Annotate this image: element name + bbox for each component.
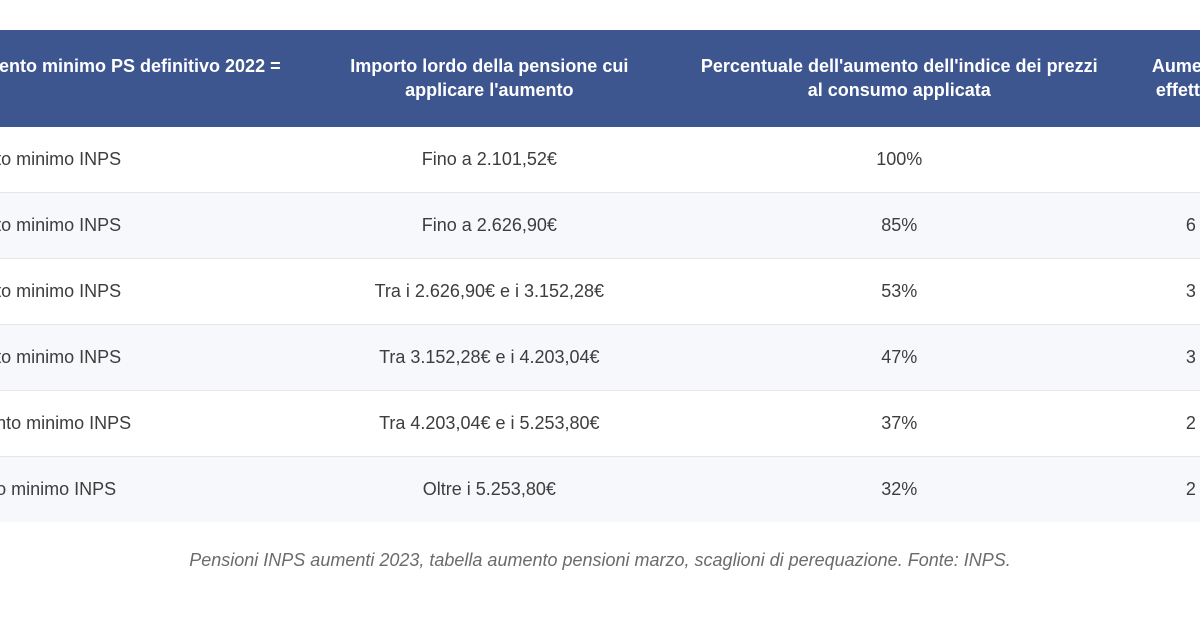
col-header-4: Aumento effettivo	[1122, 30, 1200, 127]
cell-trattamento: e 6 volte il trattamento minimo INPS	[0, 259, 302, 325]
cell-percentuale: 32%	[677, 457, 1122, 522]
cell-percentuale: 100%	[677, 127, 1122, 193]
table-header-row: trattamenti (trattamento minimo PS defin…	[0, 30, 1200, 127]
table-row: e 8 volte il trattamento minimo INPS Tra…	[0, 325, 1200, 391]
table-row: a 5 volte il trattamento minimo INPS Fin…	[0, 193, 1200, 259]
cell-percentuale: 47%	[677, 325, 1122, 391]
table-row: e 10 volte il trattamento minimo INPS Tr…	[0, 391, 1200, 457]
cell-aumento: 2	[1122, 457, 1200, 522]
cell-importo: Tra 3.152,28€ e i 4.203,04€	[302, 325, 677, 391]
pension-table: trattamenti (trattamento minimo PS defin…	[0, 30, 1200, 522]
cell-trattamento: a 5 volte il trattamento minimo INPS	[0, 193, 302, 259]
cell-aumento: 3	[1122, 325, 1200, 391]
cell-importo: Tra 4.203,04€ e i 5.253,80€	[302, 391, 677, 457]
cell-trattamento: e 10 volte il trattamento minimo INPS	[0, 391, 302, 457]
col-header-1: trattamenti (trattamento minimo PS defin…	[0, 30, 302, 127]
col-header-2: Importo lordo della pensione cui applica…	[302, 30, 677, 127]
col-header-3: Percentuale dell'aumento dell'indice dei…	[677, 30, 1122, 127]
table-row: a 4 volte il trattamento minimo INPS Fin…	[0, 127, 1200, 193]
cell-trattamento: 10 volte il trattamento minimo INPS	[0, 457, 302, 522]
table-caption: Pensioni INPS aumenti 2023, tabella aume…	[0, 522, 1200, 591]
table-row: e 6 volte il trattamento minimo INPS Tra…	[0, 259, 1200, 325]
cell-importo: Tra i 2.626,90€ e i 3.152,28€	[302, 259, 677, 325]
table-row: 10 volte il trattamento minimo INPS Oltr…	[0, 457, 1200, 522]
cell-importo: Fino a 2.626,90€	[302, 193, 677, 259]
table-wrapper: trattamenti (trattamento minimo PS defin…	[0, 0, 1200, 591]
cell-aumento	[1122, 127, 1200, 193]
cell-percentuale: 85%	[677, 193, 1122, 259]
cell-aumento: 2	[1122, 391, 1200, 457]
cell-aumento: 6	[1122, 193, 1200, 259]
cell-importo: Oltre i 5.253,80€	[302, 457, 677, 522]
cell-percentuale: 53%	[677, 259, 1122, 325]
cell-aumento: 3	[1122, 259, 1200, 325]
cell-trattamento: e 8 volte il trattamento minimo INPS	[0, 325, 302, 391]
cell-importo: Fino a 2.101,52€	[302, 127, 677, 193]
cell-percentuale: 37%	[677, 391, 1122, 457]
cell-trattamento: a 4 volte il trattamento minimo INPS	[0, 127, 302, 193]
